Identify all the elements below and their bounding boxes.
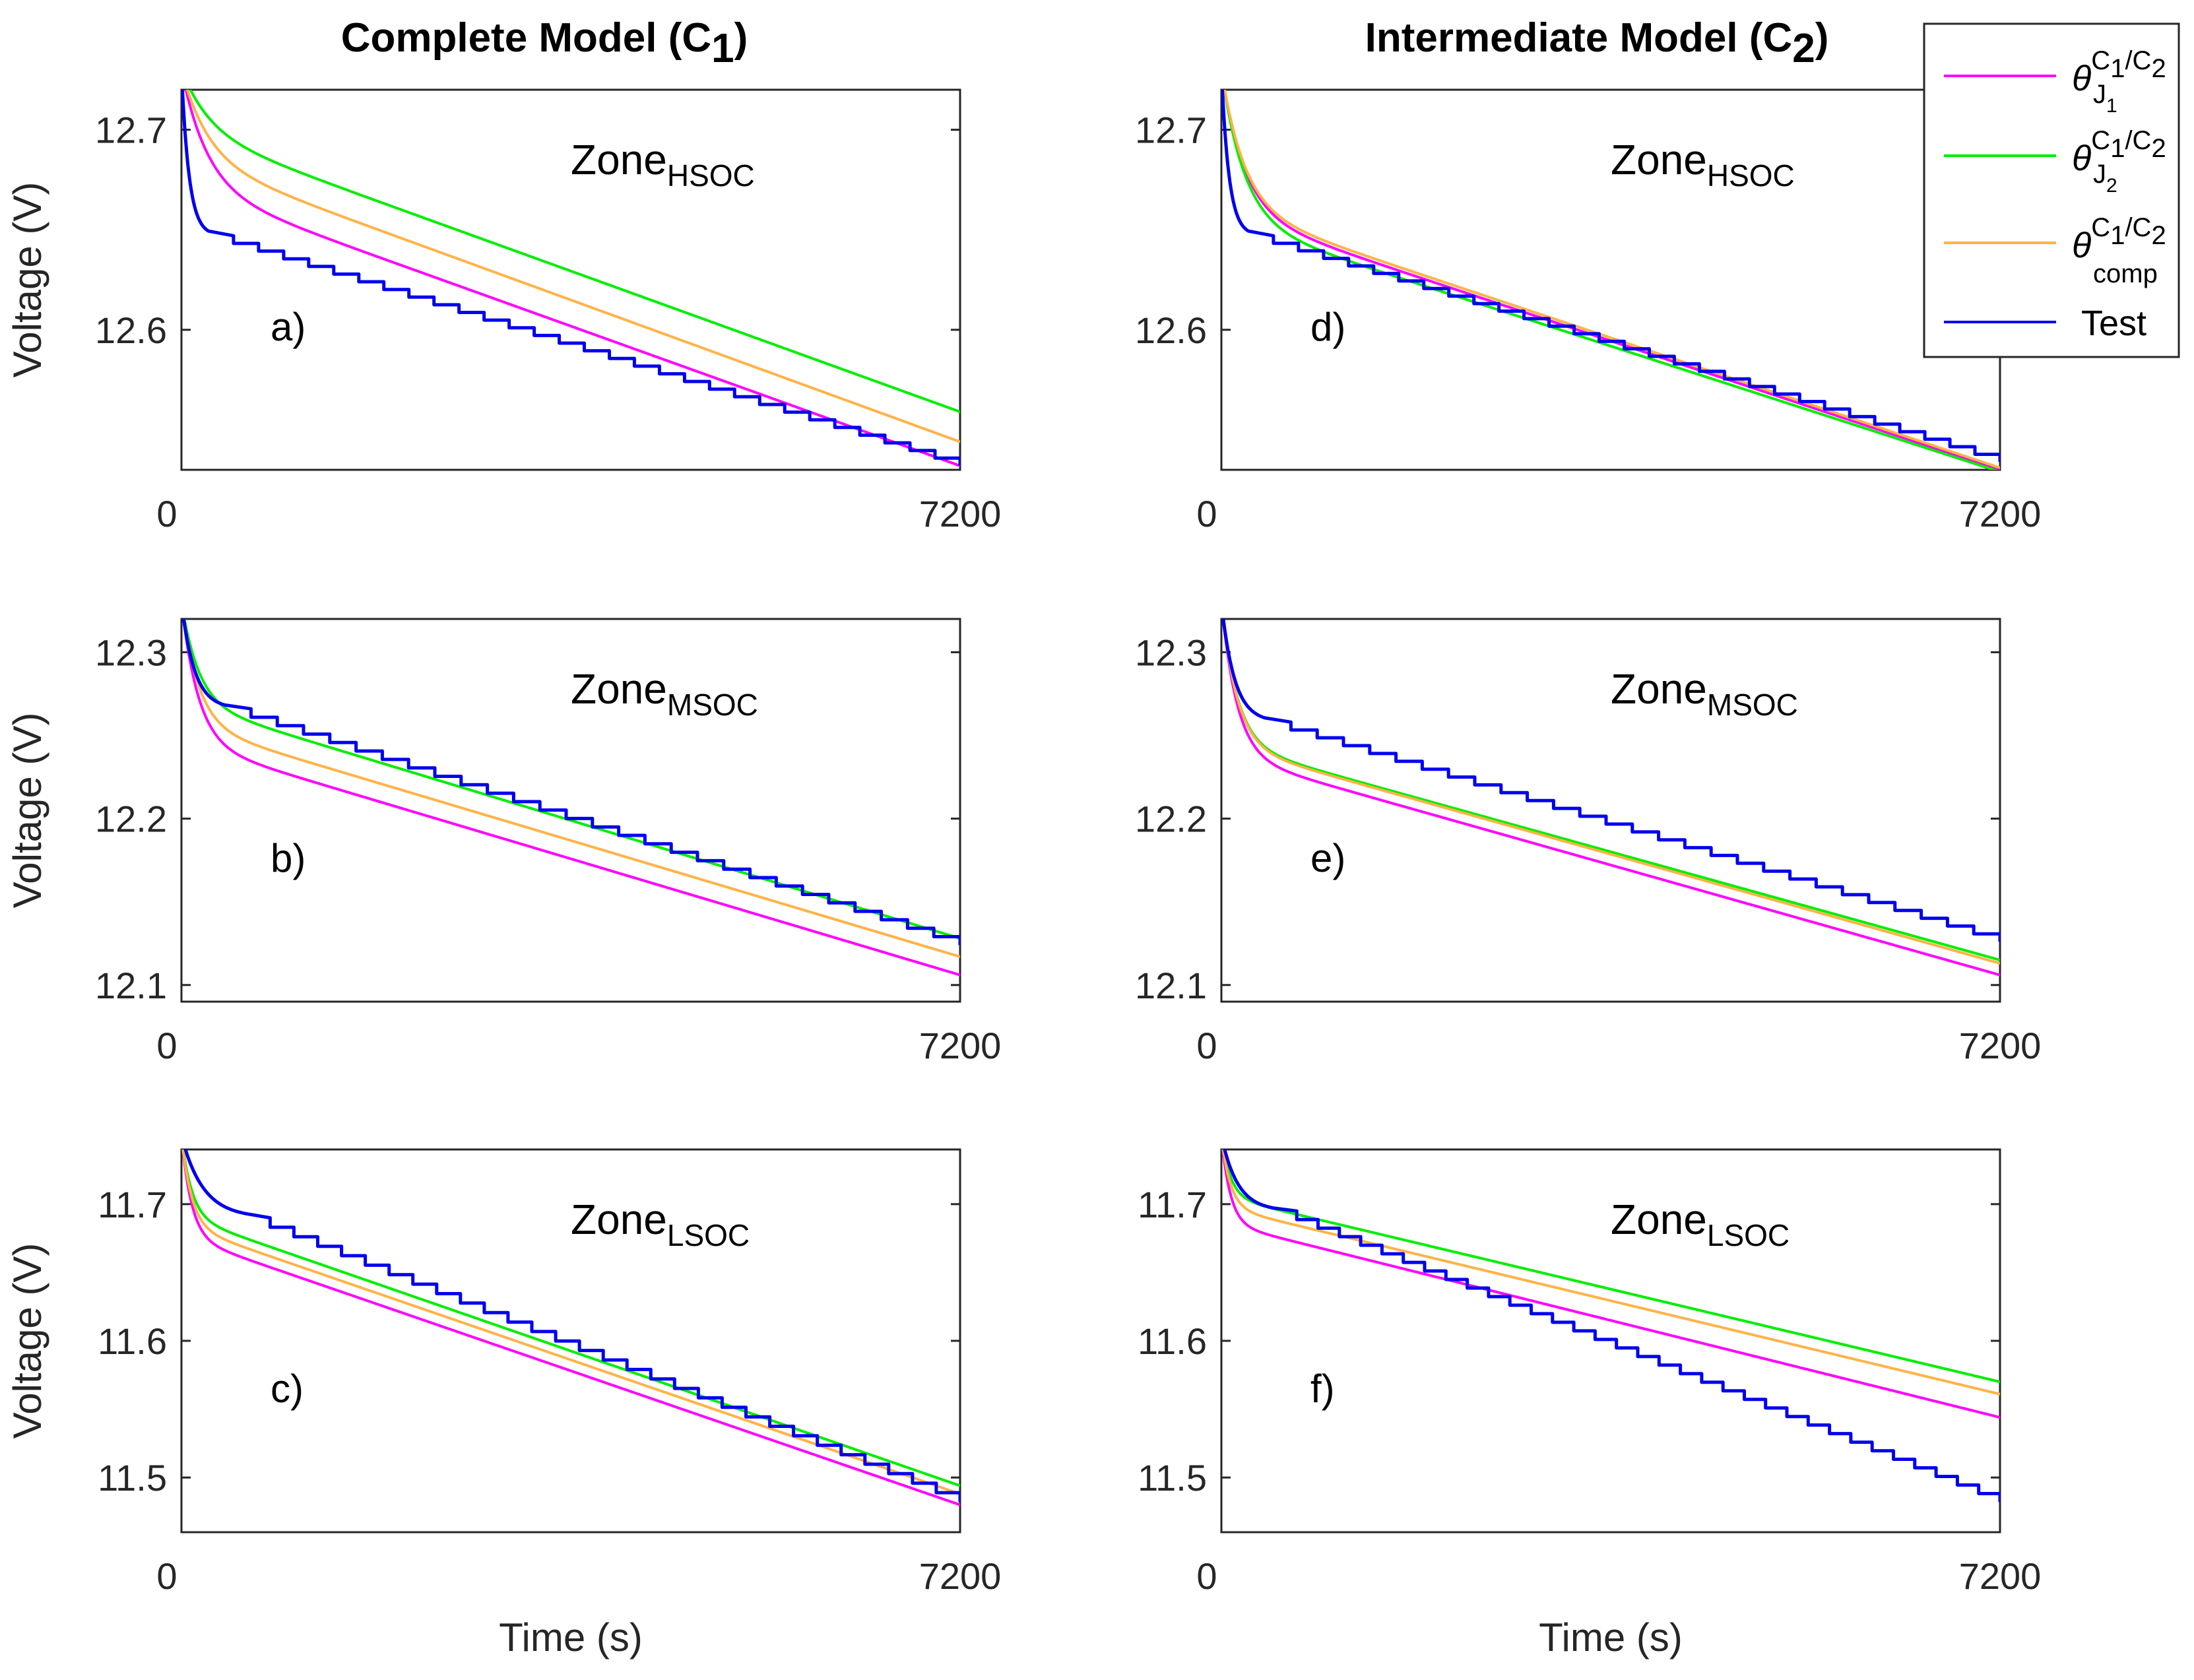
panel-e: 12.1 12.2 12.3 0 7200 ZoneMSOC e) <box>1135 618 2042 1066</box>
y-tick-label: 11.7 <box>98 1184 167 1225</box>
panel-d: 12.6 12.7 0 7200 ZoneHSOC d) <box>1135 88 2042 534</box>
x-tick-label: 0 <box>1196 493 1217 534</box>
legend-label-j2: θC1/C2 <box>2072 126 2166 178</box>
y-tick-label: 11.6 <box>98 1320 167 1362</box>
series-line-θcomp <box>181 1149 960 1495</box>
y-tick-label: 12.7 <box>95 110 167 151</box>
zone-label: ZoneHSOC <box>1611 136 1795 193</box>
series-line-θcomp <box>1221 619 2000 965</box>
x-tick-label: 7200 <box>919 1025 1002 1066</box>
x-tick-label: 7200 <box>919 493 1002 534</box>
panel-letter: f) <box>1310 1367 1335 1411</box>
panel-letter: d) <box>1310 305 1345 349</box>
y-tick-label: 12.3 <box>1135 631 1207 673</box>
legend-label-test: Test <box>2081 304 2146 343</box>
panel-letter: b) <box>271 836 306 880</box>
y-axis-label: Voltage (V) <box>5 1243 49 1439</box>
y-tick-label: 12.6 <box>95 309 167 351</box>
panel-letter: e) <box>1310 836 1345 880</box>
y-tick-label: 12.2 <box>95 798 167 840</box>
left-column-title: Complete Model (C1) <box>341 15 748 71</box>
y-tick-label: 12.3 <box>95 631 167 673</box>
y-tick-label: 12.7 <box>1135 110 1207 151</box>
y-tick-label: 12.1 <box>95 965 167 1006</box>
series-group <box>181 619 960 977</box>
legend-sub-j1: J1 <box>2093 80 2117 117</box>
series-group <box>181 90 960 467</box>
y-tick-label: 12.2 <box>1135 798 1207 840</box>
panel-c: 11.5 11.6 11.7 0 7200 Voltage (V) Time (s) Zone… <box>5 1148 1002 1660</box>
zone-label: ZoneLSOC <box>1611 1196 1790 1252</box>
y-axis-label: Voltage (V) <box>5 713 49 909</box>
legend-label-comp: θC1/C2 <box>2072 213 2166 265</box>
series-line-Test <box>183 1149 960 1502</box>
panel-b: 12.1 12.2 12.3 0 7200 Voltage (V) ZoneMSOC b) <box>5 618 1002 1066</box>
series-line-θJ2 <box>1223 90 1999 470</box>
x-axis-label: Time (s) <box>499 1615 643 1660</box>
panel-letter: a) <box>271 305 306 349</box>
series-line-θJ1 <box>1221 1149 2000 1419</box>
plot-area <box>180 88 961 471</box>
y-tick-label: 11.5 <box>1138 1457 1207 1499</box>
series-group <box>181 1149 960 1506</box>
y-tick-label: 12.1 <box>1135 965 1207 1006</box>
series-line-θcomp <box>182 619 960 958</box>
plot-area <box>1220 88 2001 471</box>
zone-label: ZoneMSOC <box>1611 665 1798 722</box>
series-line-Test <box>1223 1149 2000 1502</box>
series-line-θJ1 <box>182 619 960 977</box>
series-line-θJ2 <box>1222 1149 2000 1384</box>
panel-letter: c) <box>271 1367 304 1411</box>
y-tick-label: 11.5 <box>98 1457 167 1499</box>
right-column-title: Intermediate Model (C2) <box>1365 15 1829 71</box>
x-tick-label: 0 <box>1196 1555 1217 1597</box>
y-tick-label: 12.6 <box>1135 309 1207 351</box>
legend-box <box>1923 22 2180 358</box>
y-tick-label: 11.6 <box>1138 1320 1207 1362</box>
series-line-θJ2 <box>189 90 960 413</box>
zone-label: ZoneMSOC <box>571 665 758 722</box>
y-tick-label: 11.7 <box>1138 1184 1207 1225</box>
series-line-θcomp <box>1221 1149 2000 1396</box>
series-group <box>1221 90 2000 470</box>
series-line-θcomp <box>1223 90 2000 469</box>
series-line-θcomp <box>185 90 960 443</box>
series-line-Test <box>181 619 960 946</box>
legend-sub-j2: J2 <box>2093 160 2117 197</box>
series-line-Test <box>181 90 960 466</box>
x-tick-label: 7200 <box>1959 493 2042 534</box>
plot-area <box>180 618 961 1003</box>
series-line-Test <box>1221 90 2000 462</box>
legend: θC1/C2 J1 θC1/C2 J2 θC1/C2 comp Test <box>1923 22 2180 358</box>
x-tick-label: 0 <box>156 1555 177 1597</box>
x-tick-label: 0 <box>1196 1025 1217 1066</box>
series-line-θJ2 <box>181 1149 960 1487</box>
x-tick-label: 7200 <box>919 1555 1002 1597</box>
series-group <box>1221 619 2000 977</box>
x-tick-label: 7200 <box>1959 1555 2042 1597</box>
series-line-θJ1 <box>181 1149 960 1506</box>
series-line-θJ2 <box>1221 619 2000 961</box>
panel-f: 11.5 11.6 11.7 0 7200 Time (s) ZoneLSOC f) <box>1138 1148 2042 1660</box>
series-line-Test <box>1221 619 2000 942</box>
x-axis-label: Time (s) <box>1539 1615 1683 1660</box>
zone-label: ZoneHSOC <box>571 136 755 193</box>
y-axis-label: Voltage (V) <box>5 182 49 378</box>
zone-label: ZoneLSOC <box>571 1196 750 1252</box>
series-line-θJ1 <box>1221 619 2000 977</box>
series-group <box>1221 1149 2000 1502</box>
legend-label-j1: θC1/C2 <box>2072 46 2166 98</box>
x-tick-label: 0 <box>156 1025 177 1066</box>
panel-a: 12.6 12.7 0 7200 Voltage (V) ZoneHSOC a) <box>5 88 1002 534</box>
x-tick-label: 7200 <box>1959 1025 2042 1066</box>
x-tick-label: 0 <box>156 493 177 534</box>
legend-sub-comp: comp <box>2093 259 2158 288</box>
